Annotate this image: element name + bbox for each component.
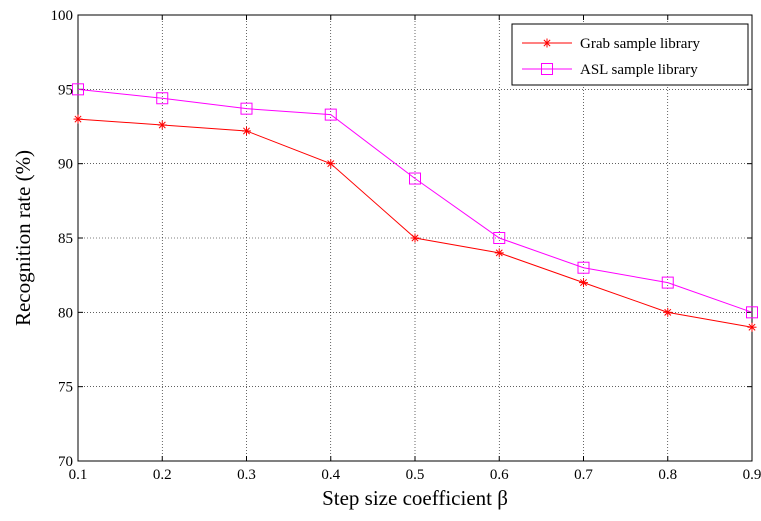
y-tick-label: 80	[58, 305, 73, 321]
data-point	[324, 108, 337, 121]
legend-marker-shape	[542, 38, 552, 48]
series	[72, 83, 758, 332]
data-point	[240, 102, 253, 115]
y-tick-label: 70	[58, 454, 73, 470]
y-tick-label: 100	[51, 8, 74, 24]
data-point	[494, 248, 504, 258]
y-tick-label: 90	[58, 157, 73, 173]
x-axis-title: Step size coefficient β	[322, 486, 508, 510]
tick-labels: 0.1 0.2 0.3 0.4 0.5 0.6 0.7 0.8 0.9 70 75 80 85 90 95 1…	[51, 8, 761, 483]
axes	[77, 14, 753, 462]
data-point	[747, 322, 757, 332]
data-point	[661, 276, 674, 289]
data-point	[410, 233, 420, 243]
data-point	[663, 307, 673, 317]
y-tick-label: 75	[58, 380, 73, 396]
legend-label-asl: ASL sample library	[580, 62, 698, 78]
data-point	[493, 232, 506, 244]
x-tick-label: 0.8	[658, 467, 677, 483]
x-tick-label: 0.1	[69, 467, 88, 483]
x-tick-label: 0.2	[153, 467, 172, 483]
legend: Grab sample library ASL sample library	[511, 23, 749, 86]
legend-marker-grab	[542, 38, 552, 48]
series-line	[77, 88, 753, 313]
data-point	[157, 120, 167, 130]
x-tick-label: 0.9	[743, 467, 761, 483]
data-point	[746, 306, 758, 319]
data-point	[577, 261, 590, 274]
data-point	[326, 159, 336, 169]
data-point	[73, 114, 83, 124]
x-tick-label: 0.5	[406, 467, 425, 483]
data-point	[409, 172, 421, 185]
data-point	[242, 126, 251, 136]
legend-item-asl: ASL sample library	[522, 62, 698, 78]
x-tick-label: 0.7	[574, 467, 593, 483]
x-tick-label: 0.6	[490, 467, 509, 483]
y-axis-title: Recognition rate (%)	[11, 150, 35, 326]
x-tick-label: 0.3	[237, 467, 256, 483]
legend-marker-shape	[541, 63, 553, 75]
legend-box	[511, 23, 749, 86]
y-tick-label: 85	[58, 231, 73, 247]
legend-item-grab: Grab sample library	[522, 36, 700, 52]
data-point	[156, 92, 169, 105]
x-tick-label: 0.4	[321, 467, 340, 483]
y-tick-label: 95	[58, 82, 73, 98]
series-grab	[73, 114, 757, 332]
legend-marker-asl	[541, 63, 553, 75]
data-point	[72, 83, 84, 96]
data-point	[579, 278, 588, 288]
legend-label-grab: Grab sample library	[580, 36, 700, 52]
series-asl	[72, 83, 758, 319]
